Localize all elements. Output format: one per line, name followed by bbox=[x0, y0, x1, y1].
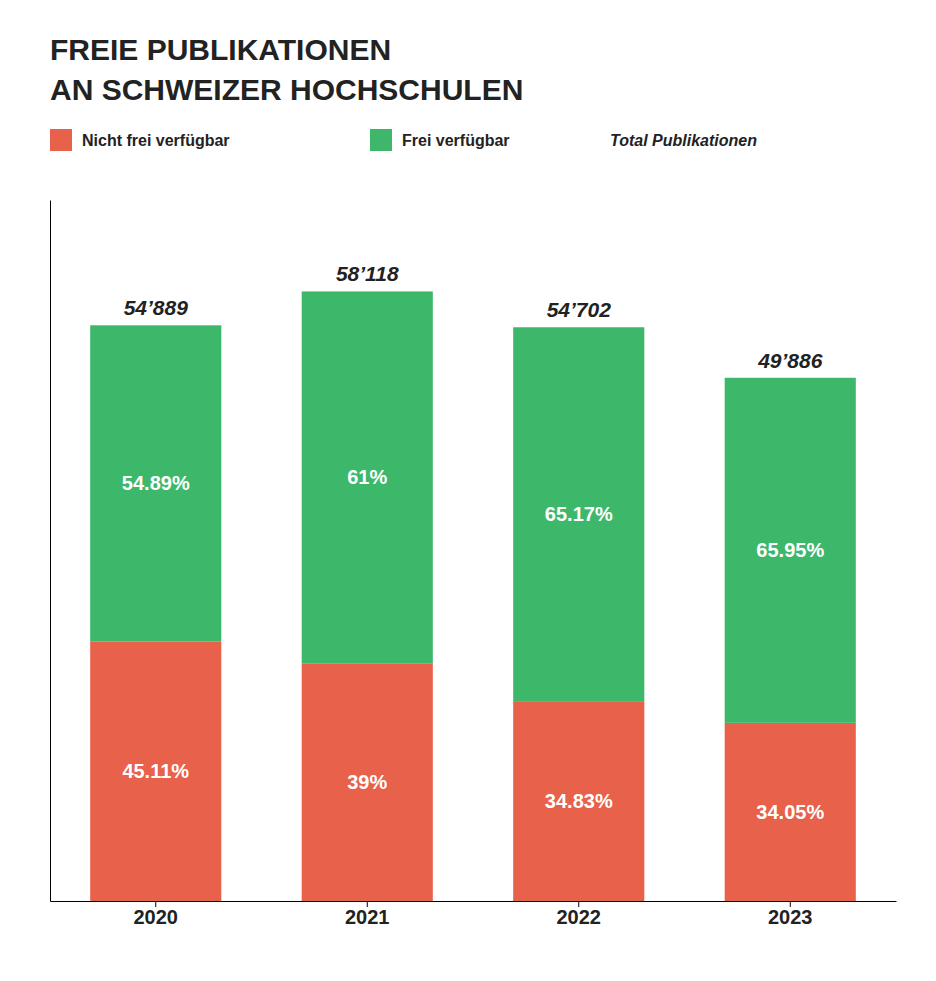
bar-segment bbox=[90, 325, 221, 641]
x-tick: 2022 bbox=[557, 901, 602, 928]
y-axis-line bbox=[50, 201, 51, 902]
bar-segment bbox=[302, 291, 433, 663]
total-label: 54’702 bbox=[547, 298, 612, 321]
x-axis-line bbox=[51, 901, 897, 902]
bar-segment bbox=[513, 701, 644, 901]
x-tick-label: 2022 bbox=[557, 906, 602, 928]
share-label: 61% bbox=[347, 466, 387, 488]
legend-swatch bbox=[370, 129, 392, 151]
x-tick-label: 2023 bbox=[768, 906, 813, 928]
bar-segment bbox=[513, 327, 644, 701]
legend-label: Frei verfügbar bbox=[402, 132, 510, 149]
share-label: 65.95% bbox=[756, 539, 824, 561]
share-label: 39% bbox=[347, 771, 387, 793]
x-tick: 2021 bbox=[345, 901, 390, 928]
y-axis bbox=[50, 201, 51, 902]
total-label: 58’118 bbox=[336, 262, 399, 285]
bar-segment bbox=[725, 723, 856, 901]
bar-segment bbox=[90, 641, 221, 901]
bar-segment bbox=[725, 378, 856, 723]
total-label: 54’889 bbox=[124, 296, 189, 319]
x-tick-label: 2020 bbox=[134, 906, 179, 928]
total-labels: 54’889 58’118 54’702 49’886 bbox=[124, 262, 823, 371]
legend-item: Nicht frei verfügbar bbox=[50, 129, 230, 151]
legend-swatch bbox=[50, 129, 72, 151]
title: FREIE PUBLIKATIONEN bbox=[50, 33, 391, 66]
x-tick-label: 2021 bbox=[345, 906, 390, 928]
total-label: 49’886 bbox=[757, 349, 823, 372]
x-tick: 2023 bbox=[768, 901, 813, 928]
segment-labels: 45.11% 39% 34.83% 34.05% 54.89% 61% 65.17% 65.9… bbox=[122, 466, 825, 823]
legend-item: Frei verfügbar bbox=[370, 129, 510, 151]
share-label: 45.11% bbox=[122, 760, 189, 782]
chart-root: FREIE PUBLIKATIONEN AN SCHWEIZER HOCHSCHU… bbox=[0, 0, 936, 981]
legend: Nicht frei verfügbar Frei verfügbar Total … bbox=[50, 129, 757, 151]
share-label: 34.05% bbox=[756, 801, 824, 823]
x-tick: 2020 bbox=[134, 901, 179, 928]
title: AN SCHWEIZER HOCHSCHULEN bbox=[50, 73, 523, 106]
legend-label: Total Publikationen bbox=[610, 132, 757, 149]
share-label: 65.17% bbox=[545, 503, 613, 525]
plot: 45.11% 39% 34.83% 34.05% 54.89% 61% 65.17% 65.9… bbox=[51, 201, 897, 929]
legend-label: Nicht frei verfügbar bbox=[82, 132, 230, 149]
share-label: 34.83% bbox=[545, 790, 613, 812]
series bbox=[90, 291, 856, 722]
x-axis: 2020 2021 2022 2023 bbox=[51, 901, 897, 928]
bars bbox=[90, 291, 856, 901]
share-label: 54.89% bbox=[122, 472, 190, 494]
bar-segment bbox=[302, 663, 433, 901]
